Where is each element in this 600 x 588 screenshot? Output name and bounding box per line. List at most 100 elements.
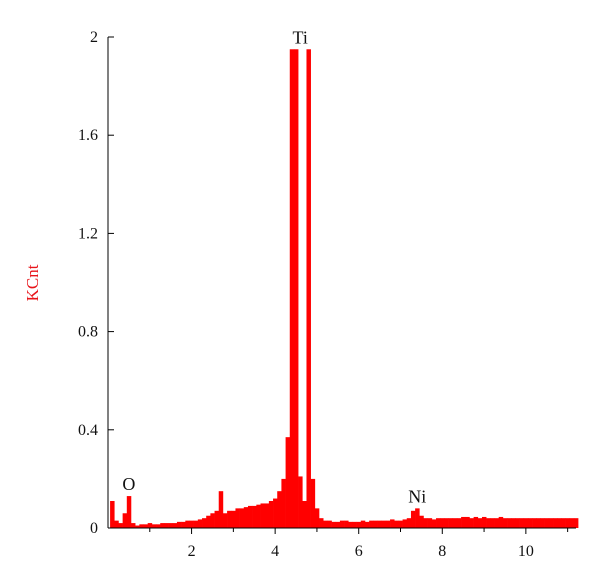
spectrum-bar: [306, 49, 311, 528]
y-axis-label: KCnt: [23, 264, 42, 301]
spectrum-bar: [473, 516, 479, 528]
y-tick-label: 2: [90, 29, 98, 46]
spectrum-bar: [448, 518, 454, 528]
spectrum-bar: [264, 503, 270, 528]
spectrum-bar: [277, 491, 282, 528]
spectrum-bar: [423, 518, 428, 528]
spectrum-bar: [373, 520, 378, 528]
spectrum-bar: [222, 513, 228, 528]
spectrum-bar: [289, 49, 295, 528]
spectrum-bar: [398, 520, 403, 528]
spectrum-bar: [252, 505, 257, 528]
spectrum-bar: [536, 518, 541, 528]
spectrum-bar: [465, 516, 470, 528]
spectrum-bar: [118, 523, 123, 528]
spectrum-bar: [427, 518, 433, 528]
spectrum-bar: [406, 518, 412, 528]
spectrum-bar: [490, 518, 495, 528]
spectrum-bar: [130, 523, 136, 528]
spectrum-bar: [364, 521, 370, 528]
spectrum-bars: [110, 49, 579, 528]
x-tick-label: 4: [271, 543, 279, 560]
y-tick-label: 0: [90, 520, 98, 537]
spectrum-bar: [527, 518, 533, 528]
spectrum-bar: [185, 520, 190, 528]
spectrum-bar: [477, 518, 483, 528]
spectrum-bar: [189, 520, 194, 528]
spectrum-bar: [356, 521, 362, 528]
spectrum-bar: [444, 518, 449, 528]
y-tick-label: 1.2: [78, 225, 98, 242]
spectrum-bar: [202, 518, 207, 528]
spectrum-bar: [197, 519, 203, 528]
spectrum-bar: [147, 523, 153, 528]
x-tick-label: 6: [355, 543, 363, 560]
spectrum-bar: [381, 520, 387, 528]
spectrum-bar: [235, 508, 240, 528]
spectrum-bar: [440, 518, 445, 528]
spectrum-bar: [511, 518, 516, 528]
spectrum-bar: [260, 503, 265, 528]
spectrum-bar: [273, 498, 278, 528]
y-ticks: 0 0.4 0.8 1.2 1.6 2: [78, 29, 114, 537]
spectrum-bar: [431, 519, 437, 528]
spectrum-bar: [352, 521, 357, 528]
spectrum-bar: [156, 524, 161, 528]
peak-label-ni: Ni: [408, 486, 426, 506]
spectrum-bar: [206, 515, 211, 528]
spectrum-bar: [519, 518, 525, 528]
spectrum-bar: [523, 518, 529, 528]
spectrum-bar: [544, 518, 550, 528]
y-tick-label: 1.6: [78, 127, 98, 144]
spectrum-bar: [331, 521, 337, 528]
spectrum-bar: [302, 501, 307, 528]
spectrum-bar: [515, 518, 520, 528]
spectrum-bar: [310, 478, 316, 528]
spectrum-bar: [548, 518, 554, 528]
spectrum-bar: [172, 523, 178, 528]
spectrum-bar: [569, 518, 575, 528]
spectrum-bar: [502, 518, 508, 528]
spectrum-bar: [390, 519, 395, 528]
spectrum-bar: [247, 505, 253, 528]
spectrum-bar: [139, 524, 144, 528]
spectrum-bar: [339, 520, 345, 528]
spectrum-bar: [553, 518, 558, 528]
spectrum-bar: [494, 518, 499, 528]
x-tick-label: 10: [518, 543, 534, 560]
spectrum-bar: [360, 520, 366, 528]
spectrum-bar: [394, 520, 399, 528]
spectrum-bar: [573, 518, 579, 528]
spectrum-bar: [452, 518, 458, 528]
x-tick-label: 2: [188, 543, 196, 560]
x-tick-label: 8: [438, 543, 446, 560]
spectrum-bar: [268, 501, 274, 528]
spectrum-bar: [239, 508, 245, 528]
peak-label-o: O: [122, 474, 135, 494]
spectrum-bar: [323, 520, 328, 528]
spectrum-bar: [436, 518, 441, 528]
spectrum-bar: [243, 507, 249, 528]
spectrum-bar: [410, 510, 416, 528]
peak-label-ti: Ti: [293, 27, 308, 47]
spectrum-bar: [168, 523, 174, 528]
spectrum-bar: [481, 516, 487, 528]
spectrum-bar: [210, 513, 215, 528]
spectrum-bar: [314, 508, 320, 528]
spectrum-bar: [227, 510, 232, 528]
spectrum-bar: [561, 518, 566, 528]
y-tick-label: 0.4: [78, 422, 98, 439]
spectrum-bar: [298, 476, 303, 528]
spectrum-bar: [176, 521, 182, 528]
spectrum-bar: [557, 518, 562, 528]
spectrum-bar: [218, 491, 224, 528]
spectrum-bar: [540, 518, 545, 528]
spectrum-bar: [461, 516, 466, 528]
spectrum-bar: [385, 520, 391, 528]
spectrum-bar: [507, 518, 512, 528]
spectrum-bar: [344, 520, 349, 528]
peak-labels: Ti O Ni: [122, 27, 426, 506]
spectrum-bar: [565, 518, 571, 528]
spectrum-bar: [377, 520, 382, 528]
spectrum-bar: [469, 518, 474, 528]
